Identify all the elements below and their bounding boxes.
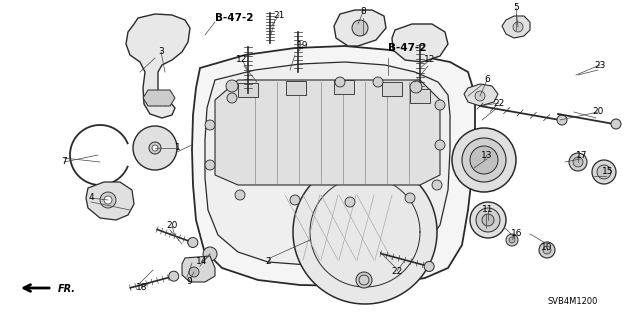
Polygon shape: [502, 16, 530, 38]
Polygon shape: [86, 182, 134, 220]
Circle shape: [133, 126, 177, 170]
Circle shape: [335, 77, 345, 87]
Text: 4: 4: [88, 194, 94, 203]
Circle shape: [513, 22, 523, 32]
Circle shape: [189, 267, 199, 277]
Polygon shape: [215, 80, 440, 185]
Circle shape: [573, 157, 583, 167]
Text: 13: 13: [481, 151, 493, 160]
Text: 20: 20: [592, 108, 604, 116]
Text: 14: 14: [196, 257, 208, 266]
Circle shape: [592, 160, 616, 184]
Text: 9: 9: [186, 277, 192, 286]
Text: 20: 20: [166, 221, 178, 231]
Circle shape: [235, 190, 245, 200]
Circle shape: [290, 195, 300, 205]
Polygon shape: [464, 84, 498, 106]
Text: 1: 1: [175, 144, 181, 152]
Circle shape: [373, 77, 383, 87]
Bar: [382, 82, 402, 96]
Text: 18: 18: [136, 283, 148, 292]
Circle shape: [462, 138, 506, 182]
Text: 23: 23: [595, 61, 605, 70]
Circle shape: [435, 100, 445, 110]
Text: SVB4M1200: SVB4M1200: [548, 298, 598, 307]
Text: 6: 6: [484, 76, 490, 85]
Circle shape: [100, 192, 116, 208]
Circle shape: [185, 263, 203, 281]
Text: 22: 22: [493, 99, 504, 108]
Circle shape: [203, 247, 217, 261]
Text: 10: 10: [541, 243, 553, 253]
Polygon shape: [392, 24, 448, 62]
Circle shape: [509, 237, 515, 243]
Text: 22: 22: [392, 266, 403, 276]
Polygon shape: [192, 46, 475, 286]
Circle shape: [104, 196, 112, 204]
Polygon shape: [143, 90, 175, 106]
Circle shape: [410, 81, 422, 93]
Circle shape: [205, 160, 215, 170]
Polygon shape: [126, 14, 190, 118]
Circle shape: [569, 153, 587, 171]
Circle shape: [435, 140, 445, 150]
Circle shape: [205, 120, 215, 130]
Text: 12: 12: [236, 56, 248, 64]
Text: 11: 11: [483, 205, 493, 214]
Text: B-47-2: B-47-2: [215, 13, 253, 23]
Text: 17: 17: [576, 151, 588, 160]
Circle shape: [169, 271, 179, 281]
Text: 21: 21: [273, 11, 285, 19]
Circle shape: [476, 208, 500, 232]
Circle shape: [482, 214, 494, 226]
Text: 5: 5: [513, 4, 519, 12]
Circle shape: [149, 142, 161, 154]
Circle shape: [152, 145, 158, 151]
Circle shape: [356, 272, 372, 288]
Bar: [238, 83, 258, 97]
Text: 7: 7: [61, 158, 67, 167]
Circle shape: [432, 180, 442, 190]
Circle shape: [226, 80, 238, 92]
Circle shape: [188, 238, 198, 248]
Bar: [286, 81, 306, 95]
Circle shape: [475, 91, 485, 101]
Circle shape: [424, 262, 434, 271]
Circle shape: [470, 146, 498, 174]
Circle shape: [539, 242, 555, 258]
Polygon shape: [293, 160, 437, 304]
Text: 8: 8: [360, 8, 366, 17]
Circle shape: [452, 128, 516, 192]
Text: 12: 12: [424, 56, 436, 64]
Circle shape: [506, 234, 518, 246]
Circle shape: [352, 20, 368, 36]
Circle shape: [557, 115, 567, 125]
Bar: [334, 80, 354, 94]
Circle shape: [345, 197, 355, 207]
Text: 15: 15: [602, 167, 614, 176]
Circle shape: [227, 93, 237, 103]
Circle shape: [405, 193, 415, 203]
Circle shape: [470, 202, 506, 238]
Text: 3: 3: [158, 48, 164, 56]
Circle shape: [543, 246, 551, 254]
Text: B-47-2: B-47-2: [388, 43, 426, 53]
Polygon shape: [182, 256, 215, 282]
Circle shape: [597, 165, 611, 179]
Text: 16: 16: [511, 229, 523, 239]
Text: FR.: FR.: [58, 284, 76, 294]
Bar: [410, 89, 430, 103]
Circle shape: [611, 119, 621, 129]
Text: 2: 2: [265, 257, 271, 266]
Polygon shape: [205, 62, 450, 265]
Polygon shape: [334, 10, 386, 46]
Text: 19: 19: [297, 41, 308, 50]
